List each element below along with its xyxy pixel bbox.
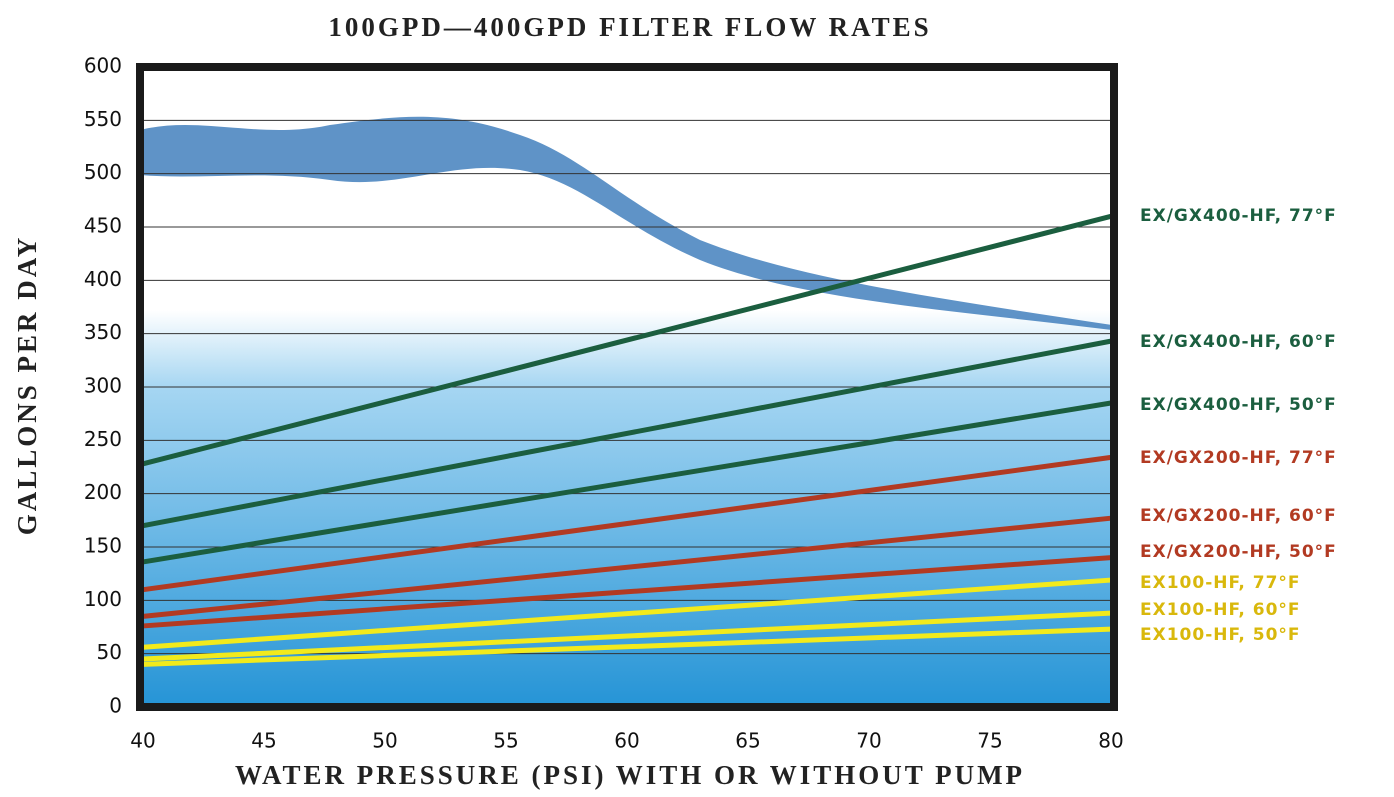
x-tick-label: 80: [1098, 729, 1123, 753]
y-tick-label: 600: [84, 54, 122, 78]
legend-label: EX100-HF, 60°F: [1140, 600, 1301, 620]
series-line: [142, 577, 1112, 650]
y-tick-label: 400: [84, 267, 122, 291]
y-tick-label: 500: [84, 160, 122, 184]
x-axis-label: WATER PRESSURE (PSI) WITH OR WITHOUT PUM…: [235, 760, 1025, 790]
legend-label: EX/GX400-HF, 50°F: [1140, 395, 1337, 415]
x-tick-label: 70: [856, 729, 881, 753]
y-tick-label: 0: [109, 694, 122, 718]
legend-label: EX/GX400-HF, 77°F: [1140, 206, 1337, 226]
x-tick-label: 55: [493, 729, 518, 753]
y-axis-label: GALLONS PER DAY: [12, 235, 42, 536]
y-tick-label: 50: [97, 640, 122, 664]
series-line: [142, 213, 1112, 467]
chart-title: 100GPD—400GPD FILTER FLOW RATES: [328, 12, 931, 42]
x-tick-label: 45: [251, 729, 276, 753]
wave: [140, 116, 1112, 330]
legend-label: EX/GX200-HF, 77°F: [1140, 448, 1337, 468]
x-tick-label: 65: [735, 729, 760, 753]
x-tick-label: 60: [614, 729, 639, 753]
series-line: [142, 555, 1112, 629]
y-tick-label: 200: [84, 480, 122, 504]
y-tick-label: 300: [84, 374, 122, 398]
x-tick-label: 40: [130, 729, 155, 753]
y-tick-label: 100: [84, 587, 122, 611]
legend-label: EX/GX200-HF, 60°F: [1140, 506, 1337, 526]
series-line: [142, 626, 1112, 667]
series-line: [142, 400, 1112, 565]
y-tick-label: 250: [84, 427, 122, 451]
series-line: [142, 515, 1112, 619]
x-tick-label: 75: [977, 729, 1002, 753]
series-line: [142, 338, 1112, 529]
legend-label: EX/GX400-HF, 60°F: [1140, 332, 1337, 352]
y-tick-label: 450: [84, 214, 122, 238]
x-tick-label: 50: [372, 729, 397, 753]
y-tick-label: 550: [84, 107, 122, 131]
series-line: [142, 610, 1112, 662]
y-tick-label: 350: [84, 320, 122, 344]
legend-label: EX100-HF, 77°F: [1140, 573, 1301, 593]
legend-label: EX100-HF, 50°F: [1140, 625, 1301, 645]
plot-frame: [136, 63, 1118, 711]
y-tick-label: 150: [84, 534, 122, 558]
legend-label: EX/GX200-HF, 50°F: [1140, 542, 1337, 562]
series-line: [142, 454, 1112, 593]
